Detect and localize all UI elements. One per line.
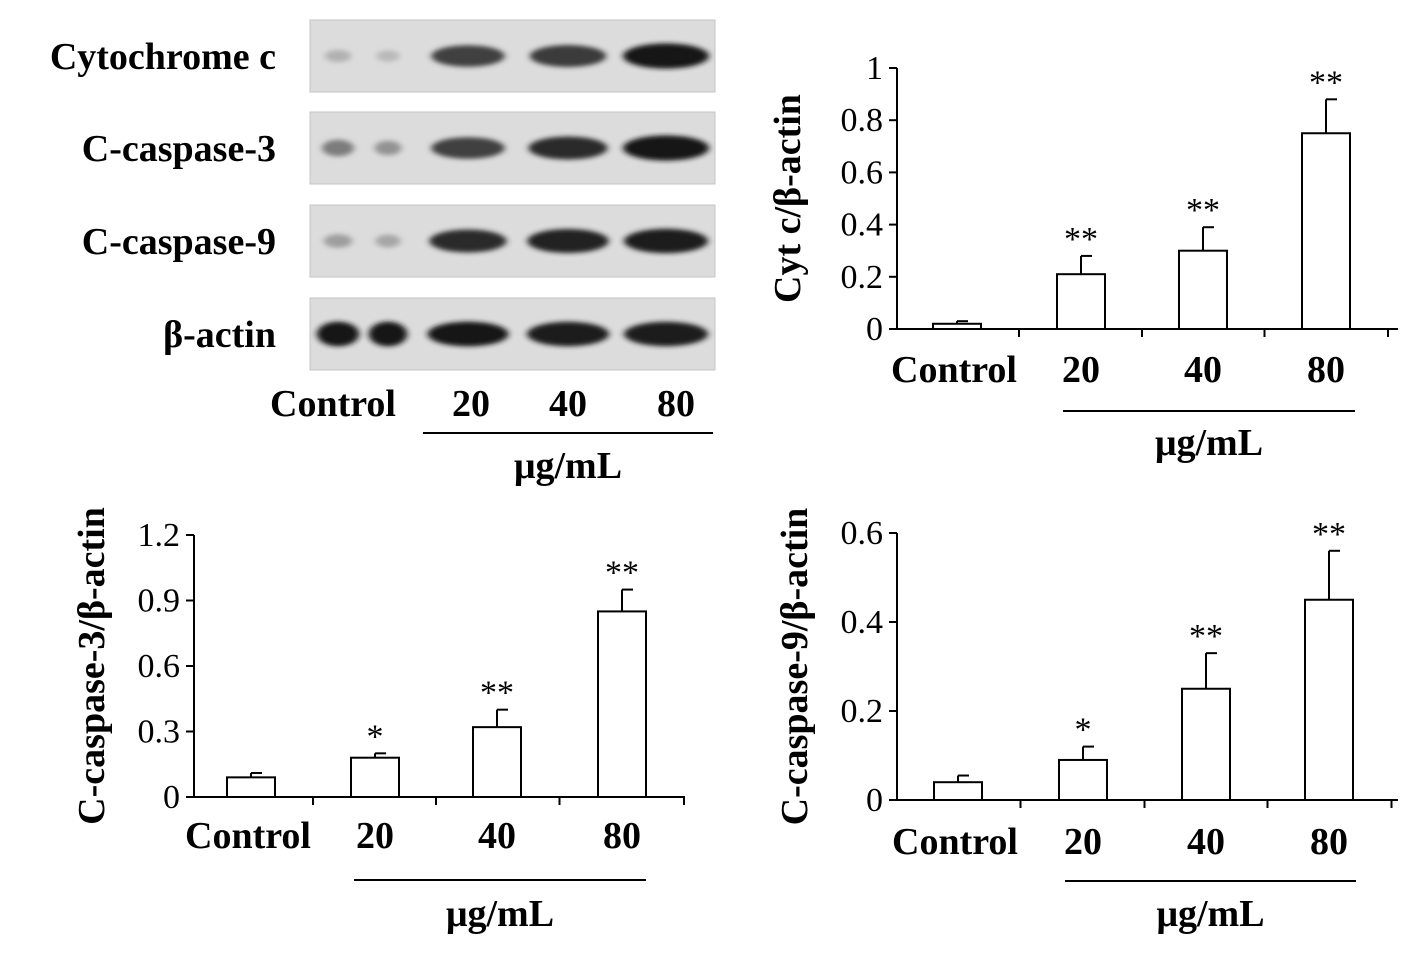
bar xyxy=(350,756,400,799)
significance-marker: * xyxy=(367,718,384,755)
y-tick-label: 0 xyxy=(866,782,883,819)
x-axis-label: μg/mL xyxy=(446,893,554,935)
significance-marker: ** xyxy=(1312,516,1346,553)
y-tick-label: 1.2 xyxy=(138,517,181,554)
x-tick-label: Control xyxy=(891,349,1017,391)
blot-band xyxy=(427,321,509,347)
bar xyxy=(597,610,647,799)
significance-marker: ** xyxy=(1189,618,1223,655)
blot-row-label: C-caspase-3 xyxy=(82,128,276,170)
x-tick-label: 80 xyxy=(603,815,641,857)
x-tick-label: 20 xyxy=(1062,349,1100,391)
x-tick-label: 80 xyxy=(1307,349,1345,391)
y-tick-label: 1 xyxy=(866,50,883,87)
blot-lane-label: 80 xyxy=(657,383,695,425)
bar xyxy=(1178,249,1228,330)
y-tick-label: 0.9 xyxy=(138,583,181,620)
blot-band xyxy=(368,321,408,347)
x-tick-label: Control xyxy=(892,821,1018,863)
significance-marker: ** xyxy=(1064,221,1098,258)
x-tick-label: 20 xyxy=(356,815,394,857)
bar xyxy=(226,776,276,798)
blot-lane-label: Control xyxy=(270,383,396,425)
y-tick-label: 0.4 xyxy=(841,207,884,244)
blot-band xyxy=(623,228,709,254)
bar xyxy=(933,781,983,802)
blot-band xyxy=(527,228,609,254)
bar xyxy=(1056,273,1106,331)
y-tick-label: 0.6 xyxy=(841,515,884,552)
significance-marker: ** xyxy=(1186,192,1220,229)
y-tick-label: 0 xyxy=(163,779,180,816)
blot-band xyxy=(374,140,402,156)
y-tick-label: 0.6 xyxy=(138,648,181,685)
blot-band xyxy=(529,45,607,67)
blot-band xyxy=(375,234,401,248)
blot-row-label: β-actin xyxy=(163,314,276,356)
blot-band xyxy=(376,50,400,62)
x-tick-label: Control xyxy=(185,815,311,857)
blot-band xyxy=(528,136,608,160)
blot-band xyxy=(431,45,505,67)
significance-marker: ** xyxy=(605,555,639,592)
blot-lane-label: 20 xyxy=(452,383,490,425)
blot-band xyxy=(526,321,610,347)
blot-band xyxy=(622,43,710,69)
significance-marker: ** xyxy=(1309,64,1343,101)
blot-row-label: Cytochrome c xyxy=(50,36,276,78)
y-tick-label: 0.2 xyxy=(841,693,884,730)
caspase-3-bar-chart: 00.30.60.91.2*****Control 20 40 80μg/mLC-ca… xyxy=(71,507,685,935)
y-tick-label: 0 xyxy=(866,311,883,348)
x-tick-label: 80 xyxy=(1310,821,1348,863)
blot-band xyxy=(316,321,360,347)
bar xyxy=(1181,687,1231,801)
blot-band xyxy=(431,137,505,159)
bar xyxy=(1304,598,1354,801)
blot-band xyxy=(321,139,355,157)
y-axis-label: Cyt c/β-actin xyxy=(767,94,809,303)
y-tick-label: 0.6 xyxy=(841,154,884,191)
blot-band xyxy=(429,229,507,253)
western-blot-panel: Cytochrome c C-caspase-3 C-caspase-9 β-acti… xyxy=(50,19,716,487)
bar xyxy=(1058,758,1108,802)
blot-band xyxy=(623,321,709,347)
blot-lane-label: 40 xyxy=(549,383,587,425)
x-tick-label: 40 xyxy=(1187,821,1225,863)
blot-unit-label: μg/mL xyxy=(514,445,622,487)
y-tick-label: 0.2 xyxy=(841,259,884,296)
blot-band xyxy=(323,234,353,248)
significance-marker: ** xyxy=(480,675,514,712)
x-axis-label: μg/mL xyxy=(1155,422,1263,464)
bar xyxy=(932,322,982,330)
y-axis-label: C-caspase-9/β-actin xyxy=(774,508,816,826)
x-tick-label: 20 xyxy=(1064,821,1102,863)
significance-marker: * xyxy=(1075,712,1092,749)
cyt-c-bar-chart: 0 0.2 0.4 0.6 0.8 1 ** ** ** Control 20 40 80 μg/mL Cy… xyxy=(767,50,1398,464)
x-tick-label: 40 xyxy=(478,815,516,857)
y-axis-label: C-caspase-3/β-actin xyxy=(71,507,113,825)
y-tick-label: 0.3 xyxy=(138,714,181,751)
blot-band xyxy=(622,135,710,161)
x-axis-label: μg/mL xyxy=(1156,893,1264,935)
bar xyxy=(472,726,522,799)
bar xyxy=(1301,132,1351,330)
caspase-9-bar-chart: 00.20.40.6*****Control 20 40 80μg/mLC-caspa… xyxy=(774,508,1398,935)
blot-row-label: C-caspase-9 xyxy=(82,221,276,263)
y-tick-label: 0.8 xyxy=(841,102,884,139)
x-tick-label: 40 xyxy=(1184,349,1222,391)
y-tick-label: 0.4 xyxy=(841,604,884,641)
blot-band xyxy=(324,50,352,62)
